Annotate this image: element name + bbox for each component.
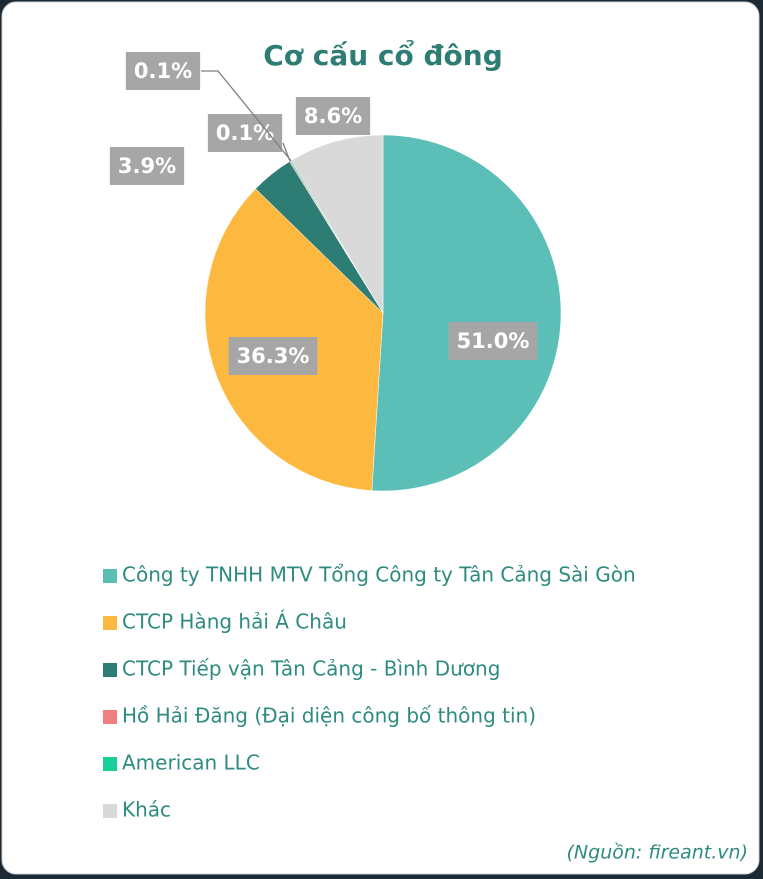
label-box xyxy=(125,52,201,90)
data-label: 8.6% xyxy=(304,104,362,128)
legend-swatch xyxy=(103,569,117,583)
chart-title: Cơ cấu cổ đông xyxy=(263,38,503,72)
legend-swatch xyxy=(103,757,117,771)
legend-swatch xyxy=(103,710,117,724)
legend-label: CTCP Hàng hải Á Châu xyxy=(122,610,347,634)
label-box xyxy=(109,147,185,185)
pie-slice xyxy=(291,134,384,314)
label-box xyxy=(295,97,371,135)
legend-label: CTCP Tiếp vận Tân Cảng - Bình Dương xyxy=(122,657,500,681)
leader-line xyxy=(201,70,292,162)
pie-slice xyxy=(371,134,562,492)
legend-swatch xyxy=(103,804,117,818)
data-label: 36.3% xyxy=(237,344,310,368)
legend-label: Khác xyxy=(122,798,171,822)
source: (Nguồn: fireant.vn) xyxy=(567,842,748,864)
data-label: 0.1% xyxy=(216,121,274,145)
legend-label: Công ty TNHH MTV Tổng Công ty Tân Cảng S… xyxy=(122,563,636,587)
data-label: 0.1% xyxy=(134,59,192,83)
data-label: 51.0% xyxy=(457,329,530,353)
label-box xyxy=(228,337,318,375)
legend-label: Hồ Hải Đăng (Đại diện công bố thông tin) xyxy=(122,704,536,728)
data-label: 3.9% xyxy=(118,154,176,178)
label-box xyxy=(207,114,283,152)
legend-swatch xyxy=(103,616,117,630)
legend-swatch xyxy=(103,663,117,677)
label-box xyxy=(448,322,538,360)
legend-label: American LLC xyxy=(122,751,260,775)
